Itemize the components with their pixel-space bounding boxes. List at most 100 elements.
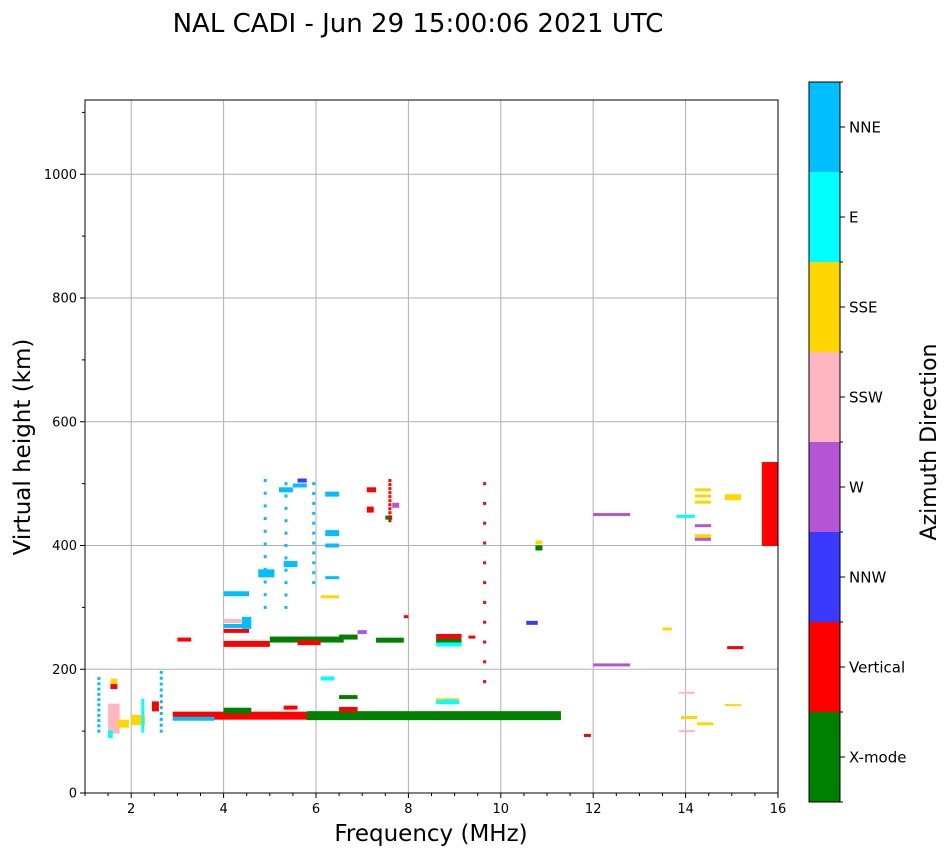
colorbar-swatch bbox=[809, 532, 840, 622]
echo-segment bbox=[694, 524, 712, 528]
colorbar-swatch bbox=[809, 82, 840, 172]
echo-point bbox=[388, 507, 392, 511]
echo-segment bbox=[269, 636, 344, 643]
colorbar-label: SSW bbox=[849, 389, 883, 407]
echo-segment bbox=[436, 638, 462, 644]
echo-segment bbox=[678, 691, 695, 694]
echo-segment bbox=[535, 545, 543, 551]
echo-point bbox=[483, 501, 487, 505]
echo-point bbox=[97, 708, 101, 712]
x-tick-label: 12 bbox=[585, 802, 602, 817]
echo-point bbox=[284, 605, 288, 609]
echo-point bbox=[141, 729, 145, 733]
echo-point bbox=[483, 521, 487, 525]
echo-point bbox=[483, 561, 487, 565]
echo-segment bbox=[694, 534, 712, 539]
echo-segment bbox=[131, 714, 146, 725]
echo-point bbox=[159, 717, 163, 721]
echo-segment bbox=[223, 628, 250, 633]
echo-point bbox=[159, 670, 163, 674]
echo-point bbox=[388, 479, 392, 483]
echo-point bbox=[263, 517, 267, 521]
echo-point bbox=[263, 555, 267, 559]
colorbar-label: NNE bbox=[849, 119, 881, 137]
data-layer bbox=[97, 462, 778, 739]
echo-segment bbox=[283, 561, 298, 568]
echo-point bbox=[312, 561, 316, 565]
echo-segment bbox=[535, 540, 543, 545]
echo-segment bbox=[694, 537, 712, 541]
echo-point bbox=[263, 567, 267, 571]
colorbar-label: E bbox=[849, 209, 858, 227]
echo-segment bbox=[320, 676, 335, 681]
grid-layer bbox=[85, 100, 778, 793]
echo-segment bbox=[172, 716, 215, 721]
echo-segment bbox=[694, 494, 712, 498]
echo-point bbox=[388, 519, 392, 523]
colorbar-swatch bbox=[809, 172, 840, 262]
echo-point bbox=[284, 556, 288, 560]
echo-segment bbox=[297, 640, 321, 646]
echo-point bbox=[388, 503, 392, 507]
echo-point bbox=[97, 682, 101, 686]
echo-point bbox=[141, 726, 145, 730]
echo-segment bbox=[662, 627, 672, 631]
y-axis-label: Virtual height (km) bbox=[10, 339, 36, 556]
echo-segment bbox=[526, 620, 538, 625]
echo-point bbox=[284, 568, 288, 572]
echo-point bbox=[388, 483, 392, 487]
echo-segment bbox=[306, 711, 561, 721]
echo-segment bbox=[223, 623, 250, 628]
echo-segment bbox=[110, 684, 118, 690]
echo-point bbox=[141, 711, 145, 715]
echo-point bbox=[483, 482, 487, 486]
echo-segment bbox=[292, 483, 307, 488]
echo-point bbox=[388, 495, 392, 499]
echo-point bbox=[159, 676, 163, 680]
echo-segment bbox=[678, 730, 695, 733]
echo-point bbox=[312, 551, 316, 555]
echo-point bbox=[312, 482, 316, 486]
colorbar-swatch bbox=[809, 712, 840, 802]
echo-segment bbox=[223, 618, 250, 623]
echo-segment bbox=[223, 707, 252, 714]
echo-segment bbox=[258, 569, 275, 578]
echo-segment bbox=[151, 701, 159, 712]
echo-point bbox=[388, 491, 392, 495]
echo-point bbox=[97, 719, 101, 723]
ticks-layer: 2 4 6 8 10 12 14 16 0 200 400 600 800 1000 bbox=[44, 111, 787, 817]
y-tick-label: 1000 bbox=[44, 168, 77, 183]
echo-point bbox=[159, 682, 163, 686]
echo-segment bbox=[339, 634, 358, 640]
echo-point bbox=[263, 504, 267, 508]
echo-segment bbox=[366, 506, 374, 513]
colorbar-label: Vertical bbox=[849, 659, 905, 677]
echo-point bbox=[263, 479, 267, 483]
echo-point bbox=[388, 515, 392, 519]
echo-segment bbox=[110, 678, 118, 685]
colorbar: X-mode Vertical NNW W SSW SSE E NNE bbox=[808, 81, 906, 803]
echo-point bbox=[312, 521, 316, 525]
echo-point bbox=[159, 723, 163, 727]
echo-point bbox=[141, 720, 145, 724]
echo-point bbox=[483, 541, 487, 545]
colorbar-frame bbox=[808, 81, 841, 803]
x-tick-label: 6 bbox=[312, 802, 320, 817]
echo-segment bbox=[283, 705, 298, 710]
colorbar-swatch bbox=[809, 622, 840, 712]
y-tick-label: 800 bbox=[52, 292, 77, 307]
x-tick-label: 16 bbox=[770, 802, 787, 817]
y-tick-label: 400 bbox=[52, 539, 77, 554]
echo-segment bbox=[727, 646, 744, 650]
echo-point bbox=[284, 494, 288, 498]
x-tick-label: 2 bbox=[127, 802, 135, 817]
echo-point bbox=[97, 729, 101, 733]
echo-point bbox=[483, 620, 487, 624]
echo-point bbox=[97, 698, 101, 702]
echo-segment bbox=[177, 637, 192, 642]
echo-point bbox=[312, 571, 316, 575]
echo-segment bbox=[761, 462, 778, 547]
echo-point bbox=[141, 704, 145, 708]
echo-segment bbox=[583, 733, 591, 737]
